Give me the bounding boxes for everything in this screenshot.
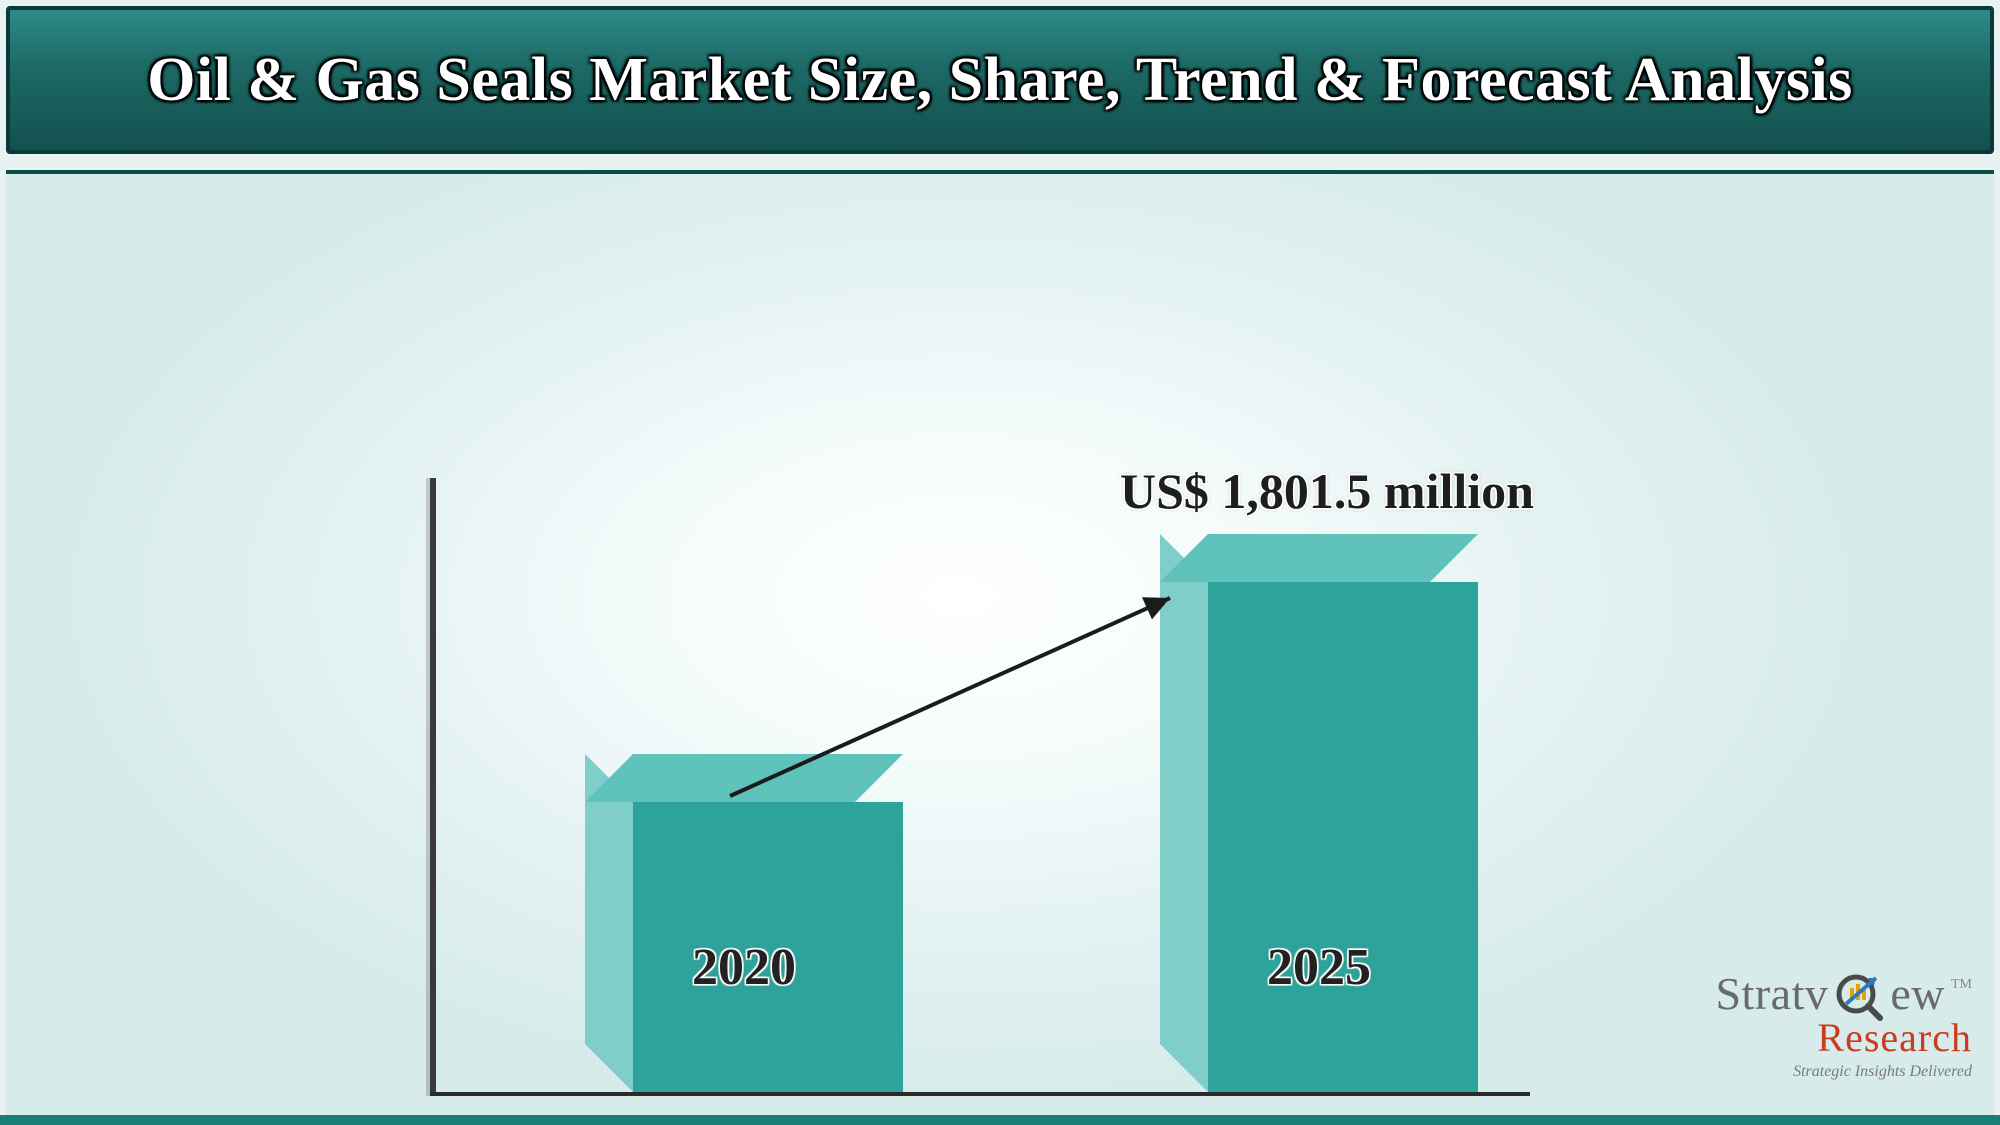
brand-tagline: Strategic Insights Delivered (1715, 1063, 1972, 1081)
brand-text-part2: ew (1890, 967, 1945, 1020)
trend-arrow (430, 478, 1530, 1096)
footer-strip (0, 1115, 2000, 1125)
value-label-2025: US$ 1,801.5 million (1120, 462, 1534, 520)
magnifier-arrow-icon (1832, 970, 1886, 1024)
x-label-2020: 2020 (692, 938, 796, 997)
card: Oil & Gas Seals Market Size, Share, Tren… (0, 0, 2000, 1125)
chart-area: US$ 1,801.5 million 2020 2025 Stratv (6, 170, 1994, 1115)
trademark-text: TM (1951, 977, 1972, 993)
page-title: Oil & Gas Seals Market Size, Share, Tren… (147, 45, 1853, 116)
brand-logo: Stratv ew TM (1715, 967, 1972, 1081)
brand-text-part1: Stratv (1715, 967, 1828, 1020)
title-bar: Oil & Gas Seals Market Size, Share, Tren… (6, 6, 1994, 154)
x-label-2025: 2025 (1267, 938, 1371, 997)
axes: US$ 1,801.5 million (430, 478, 1530, 1096)
image-frame: Oil & Gas Seals Market Size, Share, Tren… (0, 0, 2000, 1125)
